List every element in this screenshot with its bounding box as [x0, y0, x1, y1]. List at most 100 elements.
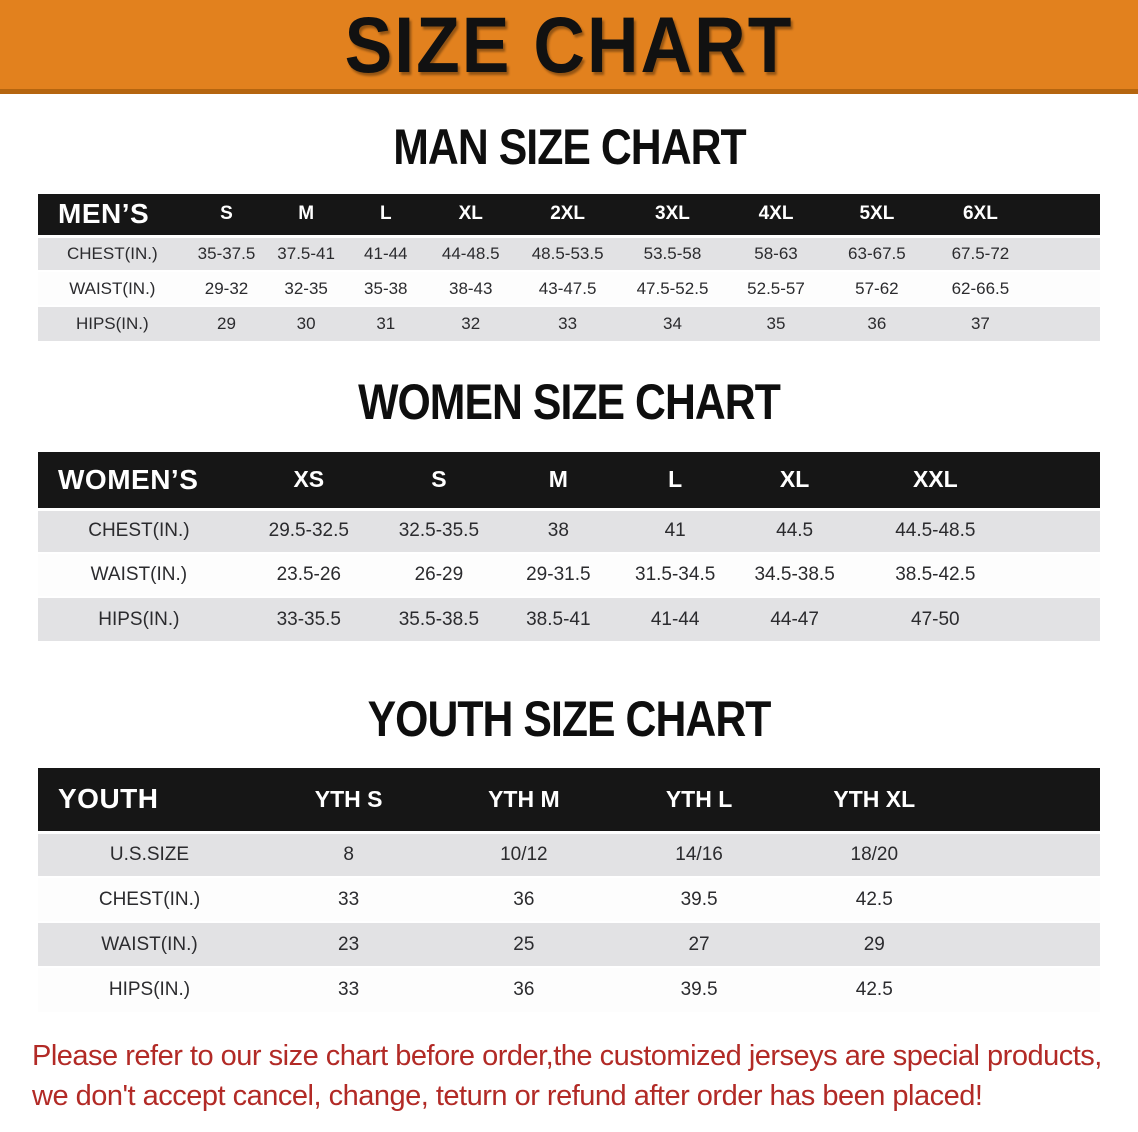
cell-value: 35-38 [345, 271, 426, 306]
men-table-title: MEN’S [38, 194, 187, 238]
table-row: CHEST(IN.) 33 36 39.5 42.5 [38, 877, 1100, 922]
cell-value: 25 [436, 922, 612, 967]
cell-value: 38-43 [425, 271, 516, 306]
table-row: CHEST(IN.) 35-37.5 37.5-41 41-44 44-48.5 48.5… [38, 236, 1100, 271]
women-table-title: WOMEN’S [38, 452, 240, 511]
cell-value: 47-50 [855, 597, 1015, 641]
cell-value: 29 [186, 306, 267, 341]
column-header: 2XL [515, 194, 620, 238]
cell-value: 58-63 [725, 236, 827, 271]
cell-value: 33 [261, 967, 437, 1012]
cell-value: 26-29 [377, 553, 500, 597]
cell-value: 42.5 [786, 877, 962, 922]
column-header: S [377, 452, 500, 511]
column-header: 3XL [619, 194, 726, 238]
cell-value: 36 [436, 877, 612, 922]
column-header: YTH XL [786, 768, 962, 834]
men-section-heading-text: MAN SIZE CHART [392, 117, 746, 176]
cell-value: 23.5-26 [239, 553, 378, 597]
spacer-cell [961, 768, 1100, 834]
disclaimer-line-1: Please refer to our size chart before or… [32, 1040, 1102, 1072]
cell-value: 43-47.5 [515, 271, 620, 306]
cell-value: 35 [725, 306, 827, 341]
cell-value: 62-66.5 [927, 271, 1034, 306]
spacer-cell [1033, 194, 1100, 238]
spacer-cell [1014, 509, 1100, 553]
cell-value: 35-37.5 [186, 236, 267, 271]
cell-value: 38.5-42.5 [855, 553, 1015, 597]
cell-value: 10/12 [436, 832, 612, 877]
cell-value: 42.5 [786, 967, 962, 1012]
cell-value: 47.5-52.5 [619, 271, 726, 306]
table-row: WAIST(IN.) 23.5-26 26-29 29-31.5 31.5-34.5 34… [38, 553, 1100, 597]
cell-value: 63-67.5 [826, 236, 928, 271]
men-header-row: MEN’S S M L XL 2XL 3XL 4XL 5XL 6XL [38, 194, 1100, 238]
cell-value: 29-32 [186, 271, 267, 306]
cell-value: 44-47 [733, 597, 856, 641]
row-label: WAIST(IN.) [38, 553, 240, 597]
cell-value: 36 [436, 967, 612, 1012]
cell-value: 44.5 [733, 509, 856, 553]
column-header: 6XL [927, 194, 1034, 238]
youth-header-row: YOUTH YTH S YTH M YTH L YTH XL [38, 768, 1100, 834]
women-header-row: WOMEN’S XS S M L XL XXL [38, 452, 1100, 511]
spacer-cell [961, 967, 1100, 1012]
cell-value: 39.5 [611, 877, 787, 922]
cell-value: 67.5-72 [927, 236, 1034, 271]
table-row: U.S.SIZE 8 10/12 14/16 18/20 [38, 832, 1100, 877]
cell-value: 14/16 [611, 832, 787, 877]
column-header: L [345, 194, 426, 238]
cell-value: 41-44 [616, 597, 734, 641]
cell-value: 37.5-41 [266, 236, 346, 271]
column-header: M [499, 452, 617, 511]
cell-value: 41 [616, 509, 734, 553]
row-label: HIPS(IN.) [38, 306, 187, 341]
row-label: CHEST(IN.) [38, 236, 187, 271]
cell-value: 38 [499, 509, 617, 553]
column-header: XL [425, 194, 516, 238]
youth-section-heading-text: YOUTH SIZE CHART [367, 689, 772, 748]
cell-value: 33-35.5 [239, 597, 378, 641]
cell-value: 29 [786, 922, 962, 967]
cell-value: 41-44 [345, 236, 426, 271]
men-size-table: MEN’S S M L XL 2XL 3XL 4XL 5XL 6XL CHEST(IN.) 35-… [38, 194, 1100, 341]
row-label: WAIST(IN.) [38, 922, 262, 967]
disclaimer-line-2: we don't accept cancel, change, teturn o… [32, 1080, 983, 1112]
cell-value: 18/20 [786, 832, 962, 877]
cell-value: 33 [515, 306, 620, 341]
column-header: XL [733, 452, 856, 511]
cell-value: 36 [826, 306, 928, 341]
spacer-cell [1033, 306, 1100, 341]
table-row: CHEST(IN.) 29.5-32.5 32.5-35.5 38 41 44.5 44.5… [38, 509, 1100, 553]
column-header: XXL [855, 452, 1015, 511]
row-label: U.S.SIZE [38, 832, 262, 877]
cell-value: 38.5-41 [499, 597, 617, 641]
row-label: CHEST(IN.) [38, 877, 262, 922]
row-label: WAIST(IN.) [38, 271, 187, 306]
cell-value: 29-31.5 [499, 553, 617, 597]
size-chart-banner: SIZE CHART [0, 0, 1138, 94]
cell-value: 32 [425, 306, 516, 341]
women-section-heading: WOMEN SIZE CHART [0, 372, 1138, 431]
cell-value: 52.5-57 [725, 271, 827, 306]
spacer-cell [961, 922, 1100, 967]
column-header: 4XL [725, 194, 827, 238]
column-header: YTH S [261, 768, 437, 834]
cell-value: 37 [927, 306, 1034, 341]
cell-value: 44-48.5 [425, 236, 516, 271]
order-disclaimer: Please refer to our size chart before or… [32, 1036, 1128, 1116]
table-row: HIPS(IN.) 29 30 31 32 33 34 35 36 37 [38, 306, 1100, 341]
women-section-heading-text: WOMEN SIZE CHART [358, 372, 781, 431]
cell-value: 39.5 [611, 967, 787, 1012]
youth-table-title: YOUTH [38, 768, 262, 834]
cell-value: 34.5-38.5 [733, 553, 856, 597]
banner-title: SIZE CHART [344, 0, 794, 89]
spacer-cell [961, 832, 1100, 877]
column-header: M [266, 194, 346, 238]
cell-value: 44.5-48.5 [855, 509, 1015, 553]
youth-size-table-wrap: YOUTH YTH S YTH M YTH L YTH XL U.S.SIZE 8 10/… [38, 768, 1100, 1012]
spacer-cell [1033, 271, 1100, 306]
row-label: HIPS(IN.) [38, 597, 240, 641]
spacer-cell [961, 877, 1100, 922]
cell-value: 33 [261, 877, 437, 922]
